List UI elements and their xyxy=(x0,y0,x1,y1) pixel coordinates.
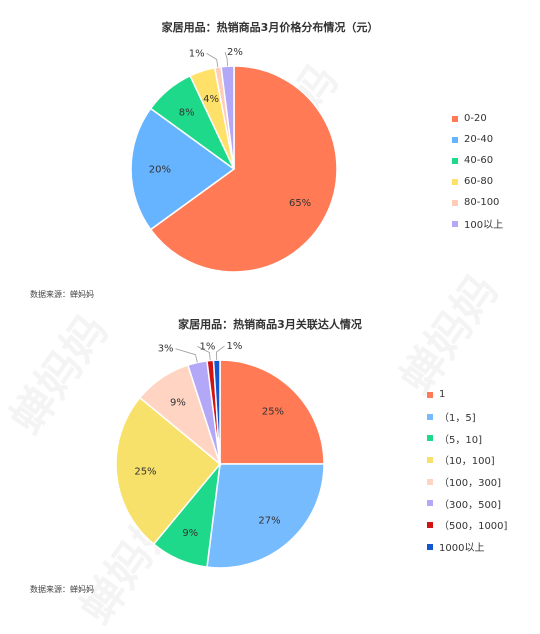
legend-label: 80-100 xyxy=(464,197,500,208)
pie-slice-5 xyxy=(220,65,235,170)
legend-label: 100以上 xyxy=(464,220,504,231)
legend-swatch xyxy=(452,220,458,227)
legend-item: 1000以上 xyxy=(427,536,507,558)
slice-label: 9% xyxy=(182,528,198,539)
slice-label: 9% xyxy=(170,398,186,409)
data-source: 数据来源：蝉妈妈 xyxy=(30,290,94,299)
legend-swatch xyxy=(427,456,433,463)
legend-label: 1000以上 xyxy=(439,543,485,555)
slice-label: 1% xyxy=(226,341,242,352)
legend-swatch xyxy=(427,413,433,420)
legend-label: 0-20 xyxy=(464,113,487,124)
legend-label: 60-80 xyxy=(464,176,494,187)
influencer-panel: 家居用品：热销商品3月关联达人情况 25% 27% 9% 25% 9% 3% 1% 1% 1 （… xyxy=(0,308,540,618)
leader-line xyxy=(224,52,228,67)
slice-label: 8% xyxy=(179,107,195,118)
slice-label: 27% xyxy=(258,516,280,527)
leader-line xyxy=(206,53,219,68)
legend-swatch xyxy=(452,157,458,164)
legend-label: （100，300] xyxy=(439,478,502,490)
slice-label: 65% xyxy=(289,198,311,209)
slice-label: 1% xyxy=(199,341,215,352)
legend-item: 100以上 xyxy=(452,213,503,234)
legend-item: 1 xyxy=(427,384,507,406)
slice-label: 3% xyxy=(158,344,174,355)
slice-label: 20% xyxy=(149,165,171,176)
price-distribution-panel: 家居用品：热销商品3月价格分布情况（元） 65% 20% 8% 4% 1% 2% 0-20… xyxy=(0,0,540,308)
legend-swatch xyxy=(427,500,433,507)
leader-line xyxy=(175,348,198,363)
influencer-legend: 1 （1，5] （5，10] （10，100] （100，300] （300，500] （5… xyxy=(427,384,507,558)
legend-label: （300，500] xyxy=(439,499,502,511)
slice-label: 1% xyxy=(189,48,205,59)
pie-slice-1 xyxy=(130,107,236,231)
leader-line xyxy=(197,346,211,361)
legend-item: （300，500] xyxy=(427,492,507,514)
legend-swatch xyxy=(427,543,433,550)
legend-item: 80-100 xyxy=(452,192,503,213)
legend-label: （5，10] xyxy=(439,434,482,446)
slice-label: 4% xyxy=(203,94,219,105)
legend-swatch xyxy=(452,115,458,122)
legend-swatch xyxy=(452,136,458,143)
chart-title: 家居用品：热销商品3月价格分布情况（元） xyxy=(161,21,379,34)
slice-label: 25% xyxy=(134,467,156,478)
slice-label: 25% xyxy=(262,407,284,418)
legend-item: （1，5] xyxy=(427,406,507,428)
legend-label: （500，1000] xyxy=(439,521,508,533)
slice-label: 2% xyxy=(227,47,243,58)
legend-label: （10，100] xyxy=(439,456,495,468)
pie-slice-0 xyxy=(149,65,338,273)
legend-swatch xyxy=(427,478,433,485)
legend-item: 40-60 xyxy=(452,150,503,171)
legend-label: （1，5] xyxy=(439,413,476,425)
data-source: 数据来源：蝉妈妈 xyxy=(30,585,94,594)
legend-item: （10，100] xyxy=(427,449,507,471)
price-legend: 0-20 20-40 40-60 60-80 80-100 100以上 xyxy=(452,108,503,234)
leader-line xyxy=(216,345,225,361)
pie-slice-3 xyxy=(115,396,222,546)
price-pie-chart: 65% 20% 8% 4% 1% 2% xyxy=(130,47,338,273)
legend-swatch xyxy=(427,521,433,528)
legend-swatch xyxy=(427,391,433,398)
legend-item: （100，300] xyxy=(427,471,507,493)
legend-item: 20-40 xyxy=(452,129,503,150)
influencer-pie-chart: 25% 27% 9% 25% 9% 3% 1% 1% xyxy=(115,341,325,569)
legend-swatch xyxy=(427,435,433,442)
legend-item: 0-20 xyxy=(452,108,503,129)
legend-item: （500，1000] xyxy=(427,514,507,536)
pie-slice-0 xyxy=(219,359,325,465)
legend-item: （5，10] xyxy=(427,427,507,449)
legend-item: 60-80 xyxy=(452,171,503,192)
legend-swatch xyxy=(452,178,458,185)
legend-label: 20-40 xyxy=(464,134,494,145)
legend-label: 1 xyxy=(439,389,446,401)
chart-title: 家居用品：热销商品3月关联达人情况 xyxy=(178,318,362,331)
legend-swatch xyxy=(452,199,458,206)
pie-slice-1 xyxy=(206,463,325,569)
legend-label: 40-60 xyxy=(464,155,494,166)
